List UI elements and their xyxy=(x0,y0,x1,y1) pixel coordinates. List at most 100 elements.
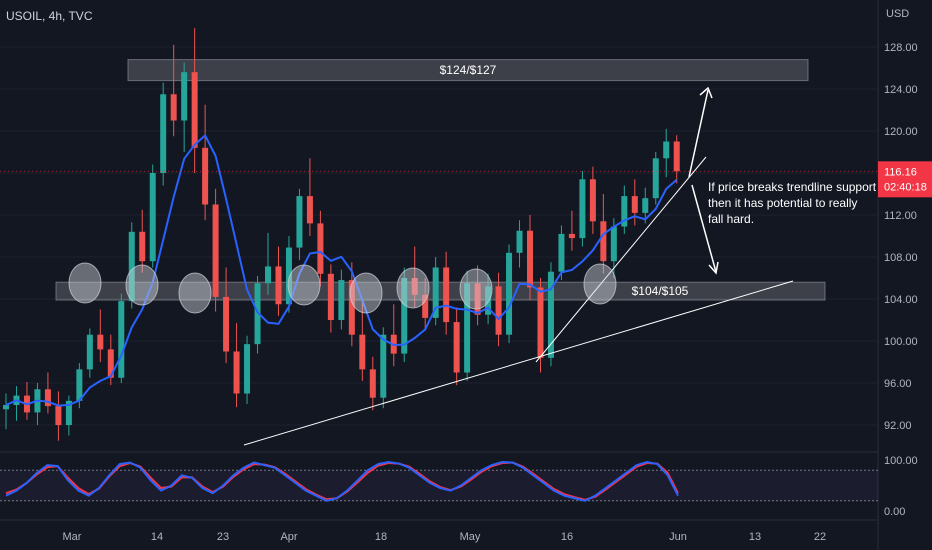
time-tick-label: 16 xyxy=(561,531,573,543)
time-tick-label: 14 xyxy=(151,531,163,543)
time-tick-label: Apr xyxy=(280,531,297,543)
time-tick-label: Mar xyxy=(63,531,82,543)
candle[interactable] xyxy=(233,351,240,394)
candle[interactable] xyxy=(600,221,607,262)
price-tick-label: 128.00 xyxy=(884,42,918,54)
touch-circle xyxy=(287,264,321,306)
zone-label: $104/$105 xyxy=(632,284,689,298)
bar-countdown: 02:40:18 xyxy=(884,181,927,193)
candle[interactable] xyxy=(275,266,282,305)
candle[interactable] xyxy=(76,369,83,401)
candle[interactable] xyxy=(401,278,408,354)
candle[interactable] xyxy=(652,158,659,199)
candle[interactable] xyxy=(338,280,345,320)
candle[interactable] xyxy=(212,204,219,297)
candle[interactable] xyxy=(44,389,51,407)
candle[interactable] xyxy=(642,198,649,213)
candle[interactable] xyxy=(285,247,292,305)
candle[interactable] xyxy=(202,147,209,205)
candle[interactable] xyxy=(537,287,544,358)
touch-circles-layer xyxy=(68,262,617,314)
symbol-label[interactable]: USOIL, 4h, TVC xyxy=(6,9,93,23)
candle[interactable] xyxy=(474,283,481,315)
zone-box xyxy=(55,281,826,301)
arrow-up[interactable] xyxy=(688,86,713,178)
candle[interactable] xyxy=(55,406,62,425)
trendline-steep[interactable] xyxy=(535,156,707,363)
price-tick-label: 120.00 xyxy=(884,126,918,138)
candle[interactable] xyxy=(244,344,251,394)
touch-circle xyxy=(68,262,102,304)
time-tick-label: 13 xyxy=(749,531,761,543)
candle[interactable] xyxy=(317,223,324,274)
candle[interactable] xyxy=(443,267,450,323)
candle[interactable] xyxy=(170,94,177,121)
candle[interactable] xyxy=(673,141,680,172)
candle[interactable] xyxy=(149,173,156,262)
price-tick-label: 96.00 xyxy=(884,378,912,390)
candle[interactable] xyxy=(527,230,533,288)
candle[interactable] xyxy=(631,196,638,213)
candle[interactable] xyxy=(118,301,125,378)
touch-circle xyxy=(125,264,159,306)
candle[interactable] xyxy=(369,369,376,398)
candle[interactable] xyxy=(453,322,460,373)
candle[interactable] xyxy=(191,72,198,148)
moving-average-layer xyxy=(5,133,678,407)
candle[interactable] xyxy=(223,296,230,352)
candle[interactable] xyxy=(348,280,355,335)
candle[interactable] xyxy=(422,294,429,318)
candle[interactable] xyxy=(327,273,334,320)
arrow-down[interactable] xyxy=(691,184,719,275)
candle[interactable] xyxy=(306,196,313,224)
candle[interactable] xyxy=(97,334,104,350)
candle[interactable] xyxy=(139,231,146,262)
drawings-layer[interactable]: If price breaks trendline support then it… xyxy=(243,86,877,446)
candle[interactable] xyxy=(3,405,9,410)
touch-circle xyxy=(583,263,617,305)
candle[interactable] xyxy=(181,72,188,121)
candle[interactable] xyxy=(547,271,554,358)
candle[interactable] xyxy=(621,196,628,227)
candle[interactable] xyxy=(516,230,523,253)
candle[interactable] xyxy=(432,267,439,318)
candle[interactable] xyxy=(380,334,387,398)
touch-circle xyxy=(178,272,212,314)
candle[interactable] xyxy=(296,196,303,248)
candle[interactable] xyxy=(464,283,471,373)
candle[interactable] xyxy=(485,286,492,315)
last-price-tag[interactable] xyxy=(878,161,932,198)
candle[interactable] xyxy=(411,278,418,295)
price-gridlines xyxy=(0,0,879,550)
time-tick-label: 23 xyxy=(217,531,229,543)
candle[interactable] xyxy=(558,233,565,272)
candle[interactable] xyxy=(86,334,93,370)
trendline-support[interactable] xyxy=(243,280,794,446)
candle[interactable] xyxy=(495,286,502,335)
candle[interactable] xyxy=(65,400,72,425)
candle[interactable] xyxy=(265,266,271,284)
price-tick-label: 124.00 xyxy=(884,84,918,96)
price-axis[interactable]: 92.0096.00100.00104.00108.00112.00116.00… xyxy=(0,42,932,432)
candle[interactable] xyxy=(128,231,135,302)
stoch-tick-label: 0.00 xyxy=(884,506,905,518)
candle[interactable] xyxy=(107,349,114,378)
candle[interactable] xyxy=(589,179,596,222)
candle[interactable] xyxy=(663,141,670,159)
annotation-text: then it has potential to really xyxy=(708,196,857,210)
annotation-text: If price breaks trendline support xyxy=(708,180,877,194)
zones-layer: $124/$127 $104/$105 xyxy=(55,59,826,301)
touch-circle xyxy=(459,268,493,310)
candle[interactable] xyxy=(359,334,366,370)
price-tick-label: 108.00 xyxy=(884,252,918,264)
candle[interactable] xyxy=(506,252,513,335)
time-axis[interactable]: Mar 14 23 Apr 18 May 16 Jun 13 22 xyxy=(63,531,827,543)
time-tick-label: 18 xyxy=(375,531,387,543)
candle[interactable] xyxy=(568,233,575,239)
candle[interactable] xyxy=(579,179,586,239)
candle[interactable] xyxy=(610,226,617,262)
currency-label: USD xyxy=(886,8,910,20)
price-tick-label: 92.00 xyxy=(884,420,912,432)
candle[interactable] xyxy=(160,94,167,173)
